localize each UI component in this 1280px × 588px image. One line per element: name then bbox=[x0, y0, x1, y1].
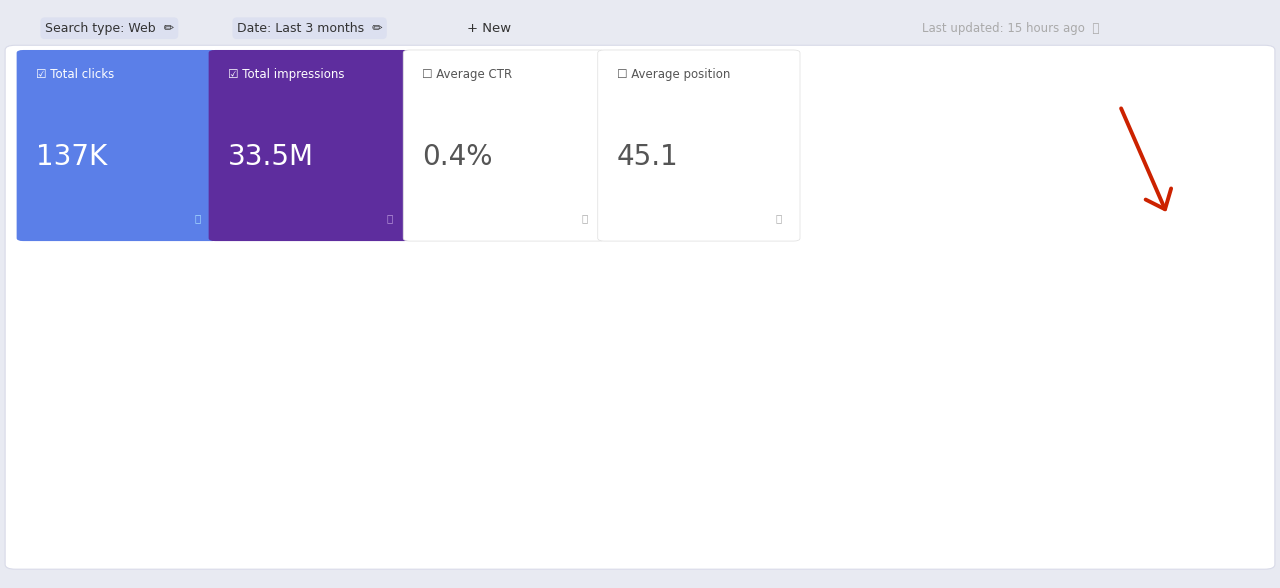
Text: ⓘ: ⓘ bbox=[776, 213, 782, 223]
Text: 137K: 137K bbox=[36, 143, 108, 171]
Text: ⓘ: ⓘ bbox=[581, 213, 588, 223]
Text: ☑ Total impressions: ☑ Total impressions bbox=[228, 68, 344, 81]
Text: 33.5M: 33.5M bbox=[228, 143, 314, 171]
Text: Impressions: Impressions bbox=[1155, 212, 1225, 225]
Text: Search type: Web  ✏: Search type: Web ✏ bbox=[45, 22, 174, 35]
Text: Date: Last 3 months  ✏: Date: Last 3 months ✏ bbox=[237, 22, 383, 35]
Text: ⓘ: ⓘ bbox=[387, 213, 393, 223]
Text: Clicks: Clicks bbox=[69, 212, 102, 225]
Text: ☑ Total clicks: ☑ Total clicks bbox=[36, 68, 114, 81]
Text: ☐ Average position: ☐ Average position bbox=[617, 68, 731, 81]
Text: ☐ Average CTR: ☐ Average CTR bbox=[422, 68, 512, 81]
Text: + New: + New bbox=[467, 22, 511, 35]
Text: 45.1: 45.1 bbox=[617, 143, 678, 171]
Text: ⓘ: ⓘ bbox=[195, 213, 201, 223]
Text: Last updated: 15 hours ago  ⓘ: Last updated: 15 hours ago ⓘ bbox=[922, 22, 1100, 35]
Text: 0.4%: 0.4% bbox=[422, 143, 493, 171]
